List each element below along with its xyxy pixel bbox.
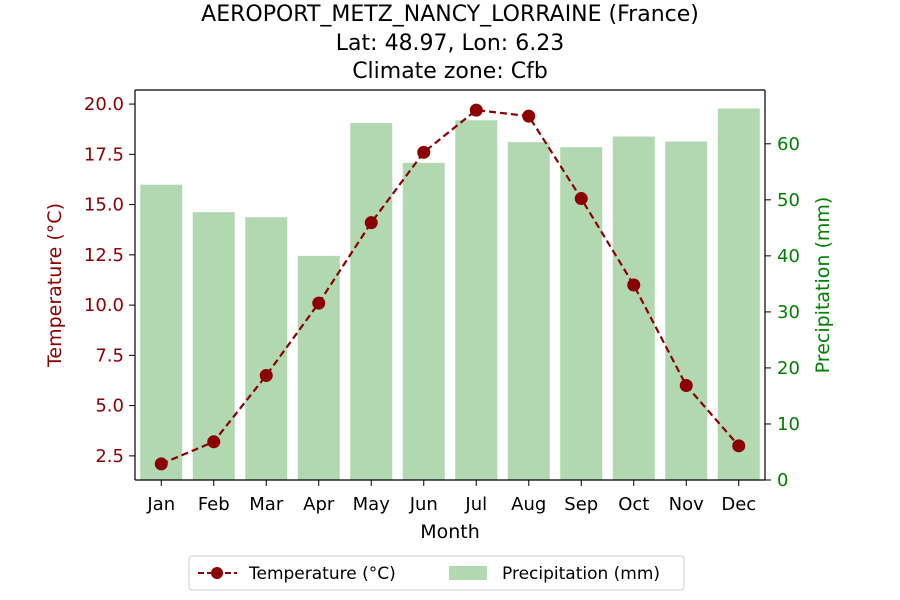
legend-precipitation-swatch [449, 566, 487, 580]
temperature-point-feb [207, 435, 221, 449]
month-tick-label: Jul [464, 494, 487, 515]
month-tick-label: Mar [249, 494, 284, 515]
temperature-tick-label: 10.0 [84, 295, 124, 316]
month-tick-label: Oct [618, 494, 649, 515]
precipitation-bar-jan [140, 184, 183, 480]
temperature-point-dec [732, 439, 746, 453]
precipitation-bar-aug [507, 142, 550, 481]
axes [134, 89, 766, 481]
temperature-point-sep [574, 192, 588, 206]
precipitation-bar-apr [297, 255, 340, 480]
temperature-point-mar [259, 368, 273, 382]
month-tick-label: Dec [721, 494, 756, 515]
legend-frame [188, 555, 685, 591]
precipitation-tick-label: 60 [777, 134, 800, 155]
legend: Temperature (°C) Precipitation (mm) [188, 555, 685, 591]
temperature-tick-label: 20.0 [84, 94, 124, 115]
precipitation-bar-mar [245, 217, 288, 480]
month-tick-label: Jan [146, 494, 175, 515]
temperature-tick-label: 17.5 [84, 144, 124, 165]
temperature-axis-ticks: 2.5 5.0 7.5 10.0 12.5 15.0 17.5 20.0 [84, 94, 135, 467]
chart-title-line-3: Climate zone: Cfb [352, 59, 548, 84]
precipitation-bar-nov [665, 141, 708, 480]
temperature-tick-label: 15.0 [84, 195, 124, 216]
month-axis-ticks: Jan Feb Mar Apr May Jun Jul Aug Sep Oct Nov Dec [146, 480, 756, 515]
month-tick-label: Apr [303, 494, 335, 515]
precipitation-tick-label: 40 [777, 246, 800, 267]
temperature-point-apr [312, 296, 326, 310]
month-tick-label: May [353, 494, 391, 515]
precipitation-bar-jun [402, 162, 445, 480]
precipitation-tick-label: 50 [777, 190, 800, 211]
month-tick-label: Feb [198, 494, 230, 515]
temperature-tick-label: 5.0 [95, 396, 124, 417]
x-axis-label: Month [420, 521, 480, 543]
legend-precipitation-label: Precipitation (mm) [502, 564, 660, 584]
temperature-line [160, 108, 740, 465]
temperature-tick-label: 7.5 [95, 345, 124, 366]
month-tick-label: Nov [669, 494, 704, 515]
precipitation-bar-jul [455, 120, 498, 481]
precipitation-bar-oct [612, 136, 655, 481]
month-tick-label: Sep [564, 494, 598, 515]
precipitation-axis-label: Precipitation (mm) [812, 197, 834, 374]
temperature-axis-label: Temperature (°C) [44, 203, 66, 368]
precipitation-bar-may [350, 123, 393, 480]
temperature-point-jul [469, 103, 483, 117]
chart-title-line-2: Lat: 48.97, Lon: 6.23 [336, 31, 564, 56]
precipitation-axis-ticks: 0 10 20 30 40 50 60 [765, 134, 800, 491]
precipitation-tick-label: 30 [777, 302, 800, 323]
temperature-series [154, 103, 746, 471]
temperature-point-jun [417, 145, 431, 159]
legend-temperature-label: Temperature (°C) [248, 564, 396, 584]
temperature-tick-label: 12.5 [84, 245, 124, 266]
temperature-point-jan [154, 457, 168, 471]
precipitation-bars [140, 108, 760, 481]
legend-temperature-marker [211, 567, 223, 579]
temperature-point-aug [522, 109, 536, 123]
temperature-point-oct [627, 278, 641, 292]
temperature-tick-label: 2.5 [95, 446, 124, 467]
precipitation-tick-label: 0 [777, 470, 788, 491]
precipitation-bar-dec [717, 108, 760, 480]
month-tick-label: Aug [511, 494, 546, 515]
chart-title-line-1: AEROPORT_METZ_NANCY_LORRAINE (France) [201, 2, 699, 27]
month-tick-label: Jun [409, 494, 438, 515]
temperature-point-nov [679, 379, 693, 393]
precipitation-tick-label: 20 [777, 358, 800, 379]
precipitation-tick-label: 10 [777, 414, 800, 435]
temperature-point-may [364, 216, 378, 230]
